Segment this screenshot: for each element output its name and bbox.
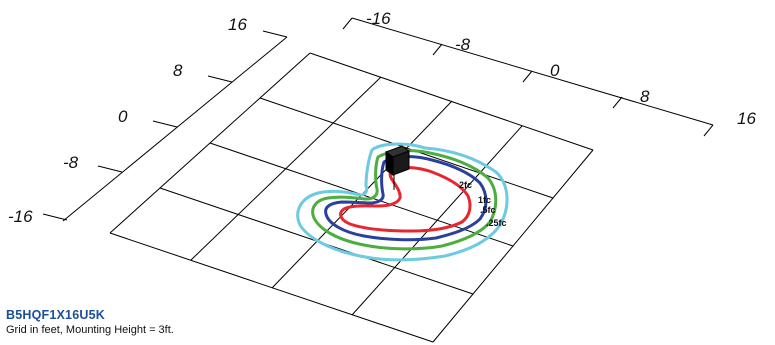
model-number: B5HQF1X16U5K bbox=[6, 308, 105, 322]
floor-grid bbox=[109, 52, 594, 343]
x-axis-label-1: -8 bbox=[455, 35, 471, 54]
grid-note: Grid in feet, Mounting Height = 3ft. bbox=[6, 324, 174, 336]
isoline-label-025fc: .25fc bbox=[486, 218, 507, 228]
caption: B5HQF1X16U5K Grid in feet, Mounting Heig… bbox=[6, 308, 406, 337]
x-axis-label-3: 8 bbox=[640, 87, 650, 106]
y-axis-label-2: 0 bbox=[118, 107, 128, 126]
isoline-label-05fc: .5fc bbox=[480, 205, 496, 215]
isolines bbox=[296, 142, 509, 262]
isoline-025fc bbox=[296, 142, 509, 262]
y-axis-label-0: 16 bbox=[228, 15, 247, 34]
luminaire-fixture-icon bbox=[384, 145, 411, 190]
y-axis-label-3: -8 bbox=[63, 153, 79, 172]
x-axis-label-2: 0 bbox=[550, 61, 560, 80]
isoline-2fc bbox=[339, 166, 472, 233]
isoline-05fc bbox=[311, 149, 498, 251]
y-axis bbox=[42, 30, 288, 222]
isoline-label-1fc: 1fc bbox=[478, 195, 491, 205]
isoline-label-2fc: 2fc bbox=[459, 180, 472, 190]
y-axis-label-1: 8 bbox=[173, 61, 183, 80]
x-axis bbox=[342, 17, 714, 137]
y-axis-label-4: -16 bbox=[8, 207, 33, 226]
x-axis-label-4: 16 bbox=[737, 109, 756, 128]
x-axis-label-0: -16 bbox=[366, 9, 391, 28]
isoline-1fc bbox=[324, 155, 488, 242]
